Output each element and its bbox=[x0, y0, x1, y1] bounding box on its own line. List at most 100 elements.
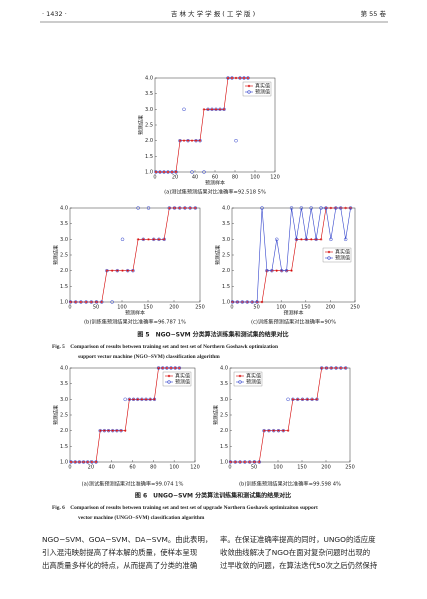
data-point bbox=[160, 366, 165, 370]
y-tick-label: 4.0 bbox=[220, 366, 228, 372]
data-point bbox=[165, 366, 169, 370]
data-point bbox=[105, 268, 109, 273]
y-tick-label: 2.0 bbox=[220, 428, 228, 434]
data-point bbox=[178, 139, 182, 142]
data-point bbox=[281, 429, 285, 432]
data-point bbox=[202, 108, 206, 111]
subfigure-caption: (a)测试集预测结果对比准确率=92.518 5% bbox=[164, 188, 266, 196]
data-point bbox=[146, 206, 151, 210]
data-point bbox=[161, 366, 165, 370]
data-point bbox=[324, 366, 329, 370]
data-point bbox=[281, 428, 286, 433]
legend-marker bbox=[238, 374, 242, 378]
data-point bbox=[226, 76, 230, 80]
data-point bbox=[329, 366, 333, 370]
data-point bbox=[309, 238, 313, 241]
data-point bbox=[69, 300, 72, 304]
data-point bbox=[210, 107, 214, 112]
legend-marker bbox=[327, 250, 331, 254]
subfigure-caption: (b)训练集预测结果对比准确率=96.787 1% bbox=[84, 318, 186, 326]
data-point bbox=[304, 237, 309, 242]
figure-caption-en: vector machine (UNGO−SVM) classification… bbox=[78, 514, 205, 521]
data-point bbox=[218, 107, 222, 112]
data-point bbox=[183, 206, 187, 210]
data-point bbox=[131, 269, 135, 272]
legend-label: 预测值 bbox=[255, 89, 270, 96]
y-tick-label: 4.0 bbox=[60, 366, 68, 372]
data-point bbox=[136, 206, 140, 210]
y-tick-label: 3.0 bbox=[145, 107, 153, 113]
data-point bbox=[275, 237, 279, 242]
data-point bbox=[343, 366, 348, 370]
x-tick-label: 250 bbox=[345, 465, 355, 471]
data-point bbox=[275, 269, 279, 272]
data-point bbox=[170, 170, 174, 174]
x-axis-label: 预测样本 bbox=[283, 310, 303, 317]
legend-label: 预测值 bbox=[246, 379, 261, 386]
data-point bbox=[262, 428, 266, 433]
y-tick-label: 2.0 bbox=[145, 138, 153, 144]
data-point bbox=[98, 428, 102, 433]
data-point bbox=[235, 300, 240, 304]
data-point bbox=[177, 206, 182, 210]
data-point bbox=[289, 206, 294, 210]
data-point bbox=[194, 206, 197, 210]
data-point bbox=[294, 237, 299, 242]
data-point bbox=[107, 429, 110, 432]
data-point bbox=[257, 460, 262, 464]
data-point bbox=[238, 76, 242, 80]
data-point bbox=[140, 398, 144, 401]
data-point bbox=[147, 238, 150, 241]
x-tick-label: 60 bbox=[212, 175, 218, 181]
data-point bbox=[110, 300, 114, 304]
data-point bbox=[295, 397, 300, 402]
data-point bbox=[314, 237, 318, 242]
data-point bbox=[135, 397, 140, 402]
data-point bbox=[319, 206, 323, 210]
data-point bbox=[123, 429, 127, 432]
data-point bbox=[68, 300, 73, 304]
data-point bbox=[234, 76, 238, 80]
data-point bbox=[115, 428, 119, 433]
volume: 第 55 卷 bbox=[361, 9, 387, 18]
data-point bbox=[300, 397, 305, 402]
x-tick-label: 150 bbox=[143, 305, 153, 311]
data-point bbox=[111, 429, 115, 432]
data-point bbox=[334, 206, 338, 210]
y-tick-label: 3.5 bbox=[222, 221, 230, 227]
x-tick-label: 100 bbox=[117, 305, 127, 311]
data-point bbox=[222, 107, 226, 112]
data-point bbox=[167, 206, 172, 210]
data-point bbox=[325, 366, 328, 370]
x-tick-label: 100 bbox=[250, 175, 260, 181]
data-point bbox=[257, 460, 261, 464]
data-point bbox=[339, 366, 343, 370]
data-point bbox=[90, 460, 94, 464]
data-point bbox=[168, 206, 171, 210]
data-point bbox=[170, 170, 174, 174]
y-tick-label: 1.5 bbox=[60, 284, 68, 290]
data-point bbox=[110, 269, 114, 272]
data-point bbox=[206, 107, 210, 112]
data-point bbox=[157, 237, 161, 242]
data-point bbox=[243, 460, 247, 464]
x-tick-label: 250 bbox=[350, 305, 360, 311]
data-point bbox=[116, 269, 119, 272]
data-point bbox=[127, 397, 132, 402]
x-tick-label: 40 bbox=[108, 465, 114, 471]
y-tick-label: 2.5 bbox=[222, 253, 230, 259]
data-point bbox=[152, 238, 156, 241]
data-point bbox=[131, 397, 136, 402]
x-tick-label: 120 bbox=[270, 175, 280, 181]
data-point bbox=[95, 300, 98, 304]
data-point bbox=[290, 269, 293, 272]
x-tick-label: 100 bbox=[276, 305, 286, 311]
data-point bbox=[233, 460, 238, 464]
subfigure-caption: (a)测试集预测结果对比准确率=99.074 1% bbox=[82, 480, 184, 488]
x-tick-label: 40 bbox=[192, 175, 198, 181]
data-point bbox=[309, 206, 313, 210]
x-tick-label: 50 bbox=[251, 465, 257, 471]
data-point bbox=[248, 460, 251, 464]
y-tick-label: 3.5 bbox=[60, 381, 68, 387]
